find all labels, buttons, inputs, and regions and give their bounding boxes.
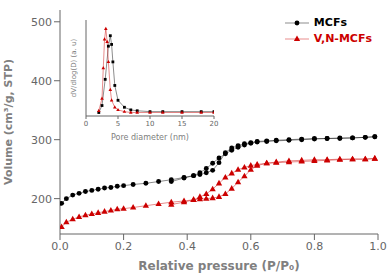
- svg-text:dV/dlog(D) (a. u): dV/dlog(D) (a. u): [70, 39, 78, 98]
- svg-text:200: 200: [31, 193, 52, 206]
- svg-text:500: 500: [31, 16, 52, 29]
- svg-text:20: 20: [210, 120, 219, 128]
- svg-text:Volume (cm³/g, STP): Volume (cm³/g, STP): [8, 59, 15, 185]
- svg-text:0.0: 0.0: [51, 240, 69, 253]
- html-text:V,N-MCFs: V,N-MCFs: [313, 32, 372, 45]
- svg-text:0.4: 0.4: [178, 240, 196, 253]
- svg-text:15: 15: [178, 120, 187, 128]
- svg-text:5: 5: [116, 120, 120, 128]
- svg-text:0: 0: [84, 120, 88, 128]
- svg-text:0.6: 0.6: [242, 240, 260, 253]
- svg-text:10: 10: [146, 120, 155, 128]
- svg-text:300: 300: [31, 134, 52, 147]
- svg-text:400: 400: [31, 75, 52, 88]
- svg-text:0.2: 0.2: [115, 240, 133, 253]
- svg-text:1.0: 1.0: [369, 240, 384, 253]
- svg-text:Relative pressure (P/P₀): Relative pressure (P/P₀): [138, 259, 299, 273]
- svg-text:0.8: 0.8: [306, 240, 324, 253]
- svg-text:Pore diameter (nm): Pore diameter (nm): [111, 133, 189, 142]
- html-text:MCFs: MCFs: [313, 16, 347, 29]
